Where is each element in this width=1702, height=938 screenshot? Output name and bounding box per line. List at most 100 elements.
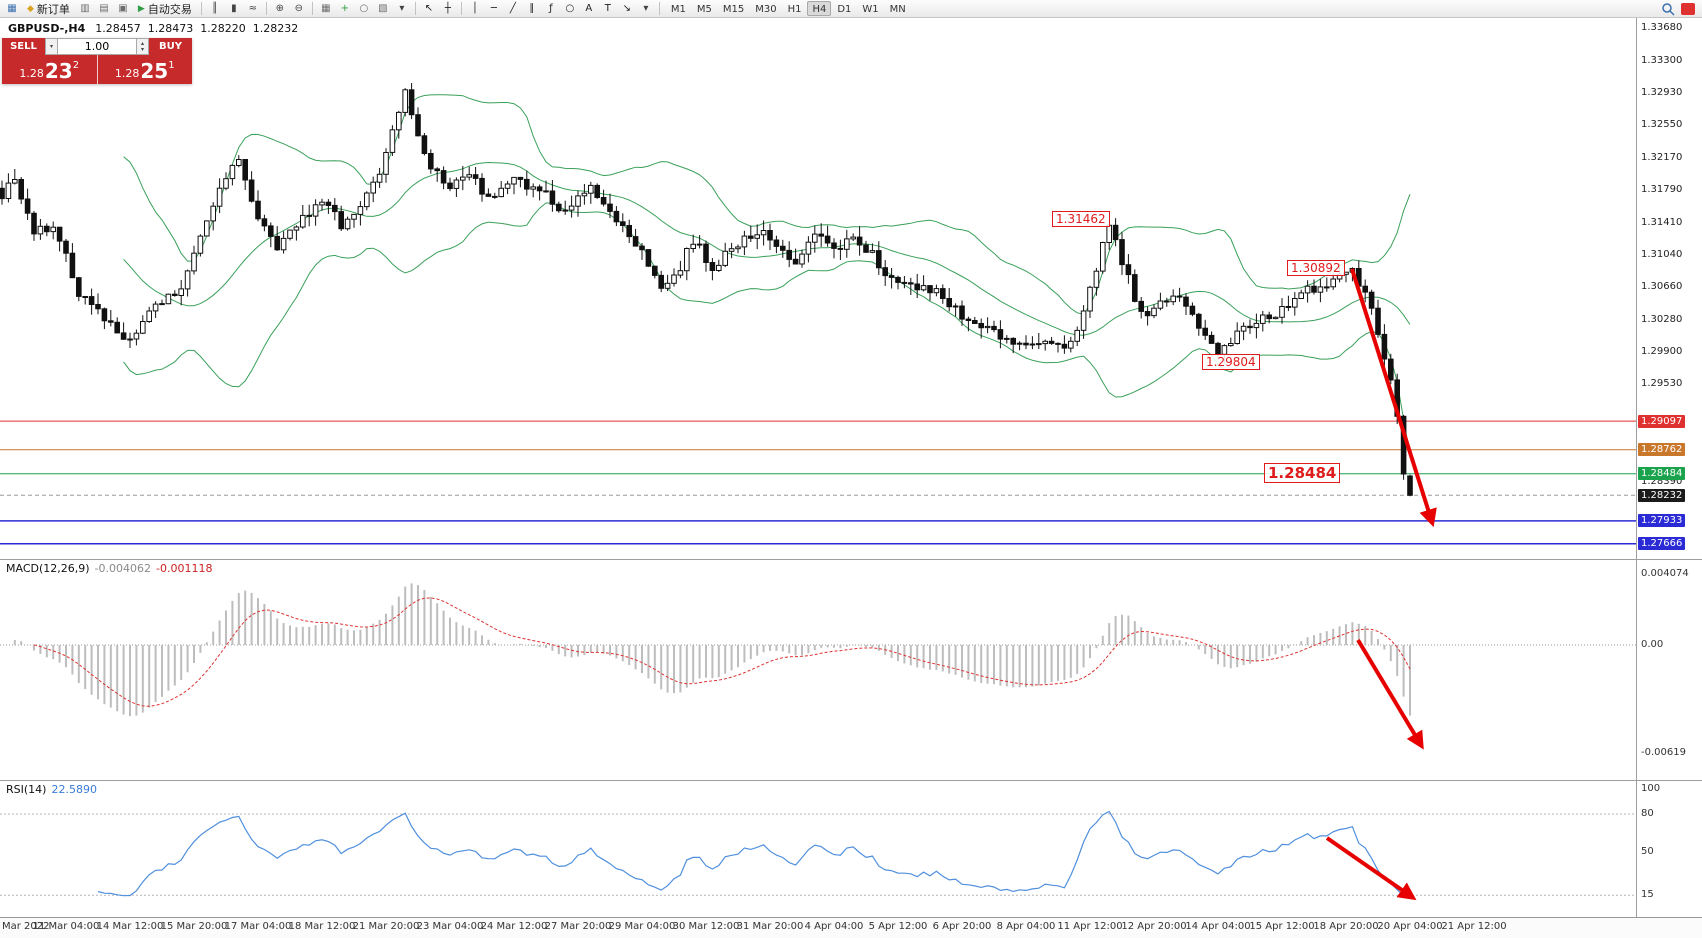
auto-trading-button[interactable]: ▶ 自动交易	[133, 1, 197, 17]
toolbar-caret-icon[interactable]: ▾	[643, 3, 649, 14]
sell-price-pips: 23	[44, 59, 73, 83]
macd-axis-label: 0.004074	[1641, 567, 1689, 579]
price-axis-label: 1.32170	[1641, 151, 1683, 163]
price-callout[interactable]: 1.31462	[1052, 211, 1110, 227]
trend-arrow-object[interactable]	[1325, 836, 1417, 901]
price-axis-label: 1.31410	[1641, 216, 1683, 228]
toolbar-separator	[311, 2, 313, 15]
time-axis-label: 11 Apr 12:00	[1057, 921, 1123, 932]
market-watch-icon[interactable]: ▤	[99, 3, 109, 14]
crosshair-icon[interactable]: ┼	[444, 3, 451, 14]
timeframe-mn[interactable]: MN	[889, 4, 906, 15]
price-callout[interactable]: 1.28484	[1264, 463, 1341, 483]
buy-price-display[interactable]: 1.28 25 1	[96, 55, 193, 84]
cursor-icon[interactable]: ↖	[424, 3, 434, 14]
fibonacci-icon[interactable]: ƒ	[549, 3, 553, 14]
toolbar-separator	[414, 2, 416, 15]
time-axis-label: 27 Mar 20:00	[544, 921, 612, 932]
time-axis-label: 30 Mar 12:00	[672, 921, 740, 932]
timeframe-m15[interactable]: M15	[722, 4, 745, 15]
candlestick-type-icon[interactable]: ▮	[231, 3, 237, 14]
text-tool-icon[interactable]: A	[585, 3, 593, 14]
timeframe-h1[interactable]: H1	[787, 4, 802, 15]
trade-panel-top-row: SELL ▾ ▴▾ BUY	[2, 38, 192, 55]
horizontal-line-icon[interactable]: ─	[490, 3, 497, 14]
text-label-icon[interactable]: T	[604, 3, 611, 14]
rsi-value: 22.5890	[51, 783, 97, 796]
line-chart-type-icon[interactable]: ≈	[248, 3, 258, 14]
price-axis-label: 1.30660	[1641, 281, 1683, 293]
trend-arrow-object[interactable]	[1350, 268, 1437, 528]
volume-dropdown-caret[interactable]: ▾	[45, 38, 58, 55]
buy-price-prefix: 1.28	[114, 67, 140, 80]
chart-profiles-icon[interactable]: ▥	[80, 3, 90, 14]
caret-up-icon: ▴	[140, 39, 144, 47]
time-axis-label: 31 Mar 20:00	[736, 921, 804, 932]
timeframe-toolbar: M1 M5 M15 M30 H1 H4 D1 W1 MN	[666, 1, 911, 16]
timeframe-d1[interactable]: D1	[837, 4, 852, 15]
zoom-in-icon[interactable]: ⊕	[275, 3, 285, 14]
main-pane	[0, 83, 1636, 545]
price-callout[interactable]: 1.29804	[1202, 354, 1260, 370]
rsi-axis-label: 15	[1641, 889, 1654, 901]
time-axis-label: 6 Apr 20:00	[932, 921, 992, 932]
alerts-icon[interactable]	[1681, 2, 1695, 15]
zoom-out-icon[interactable]: ⊖	[294, 3, 304, 14]
toolbar-caret-icon[interactable]: ▾	[399, 3, 405, 14]
price-axis-label: 1.33680	[1641, 22, 1683, 34]
time-axis-label: 18 Mar 12:00	[288, 921, 356, 932]
new-chart-icon[interactable]: ▦	[7, 3, 17, 14]
vertical-line-icon[interactable]: │	[471, 3, 478, 14]
toolbar-separator	[200, 2, 202, 15]
volume-spinner[interactable]: ▴ ▾	[136, 38, 149, 55]
volume-input[interactable]	[58, 38, 136, 55]
timeframe-m1[interactable]: M1	[670, 4, 686, 15]
sell-price-display[interactable]: 1.28 23 2	[2, 55, 97, 84]
timeframe-h4[interactable]: H4	[807, 1, 832, 16]
bar-chart-type-icon[interactable]: ║	[211, 3, 218, 14]
timeframe-m5[interactable]: M5	[696, 4, 712, 15]
price-axis-label: 1.32930	[1641, 86, 1683, 98]
rsi-line	[97, 810, 1411, 899]
rsi-indicator-label: RSI(14) 22.5890	[6, 783, 97, 796]
add-indicator-icon[interactable]: +	[340, 3, 350, 14]
price-tag: 1.28484	[1638, 467, 1686, 481]
ohlc-high: 1.28473	[147, 22, 194, 35]
symbol-period-label: GBPUSD-,H4	[8, 22, 86, 35]
search-icon[interactable]	[1661, 2, 1675, 16]
tile-windows-icon[interactable]: ▦	[321, 3, 331, 14]
buy-button[interactable]: BUY	[149, 38, 192, 55]
new-order-button[interactable]: ◆ 新订单	[22, 1, 75, 17]
price-callout[interactable]: 1.30892	[1287, 260, 1345, 276]
sell-price-point: 2	[72, 60, 80, 71]
macd-signal-value: -0.001118	[156, 562, 213, 575]
bollinger-middle-band	[123, 161, 1411, 336]
time-axis-label: 11 Mar 04:00	[32, 921, 100, 932]
toolbar-button-label: 新订单	[36, 2, 70, 16]
sell-price-prefix: 1.28	[19, 67, 44, 80]
equidistant-channel-icon[interactable]: ∥	[529, 3, 535, 14]
time-axis-label: 20 Apr 04:00	[1377, 921, 1443, 932]
time-axis-label: 18 Apr 20:00	[1313, 921, 1379, 932]
shapes-icon[interactable]: ○	[565, 3, 575, 14]
time-axis-label: 14 Apr 04:00	[1185, 921, 1251, 932]
sell-button[interactable]: SELL	[2, 38, 45, 55]
time-axis-label: 14 Mar 12:00	[96, 921, 164, 932]
trendline-icon[interactable]: ╱	[509, 3, 516, 14]
arrow-tool-icon[interactable]: ↘	[622, 3, 632, 14]
toolbar: ▦ ◆ 新订单 ▥ ▤ ▣ ▶ 自动交易 ║ ▮ ≈ ⊕ ⊖ ▦ + ○ ▧ ▾ ↖ ┼ │ ─ ╱ ∥ ƒ ○ A T ↘ ▾ M1 M5…	[0, 0, 1702, 18]
timeframe-m30[interactable]: M30	[755, 4, 777, 15]
toolbar-button-label: 自动交易	[147, 2, 192, 16]
time-axis[interactable]	[0, 917, 1702, 938]
new-order-icon: ◆	[27, 3, 34, 14]
periods-icon[interactable]: ○	[359, 3, 369, 14]
timeframe-w1[interactable]: W1	[862, 4, 879, 15]
data-window-icon[interactable]: ▣	[118, 3, 128, 14]
trend-arrow-object[interactable]	[1356, 638, 1424, 750]
time-axis-label: 23 Mar 04:00	[416, 921, 484, 932]
templates-icon[interactable]: ▧	[378, 3, 388, 14]
price-tag: 1.27933	[1638, 514, 1686, 528]
bollinger-upper-band	[123, 94, 1411, 315]
ohlc-open: 1.28457	[95, 22, 141, 35]
